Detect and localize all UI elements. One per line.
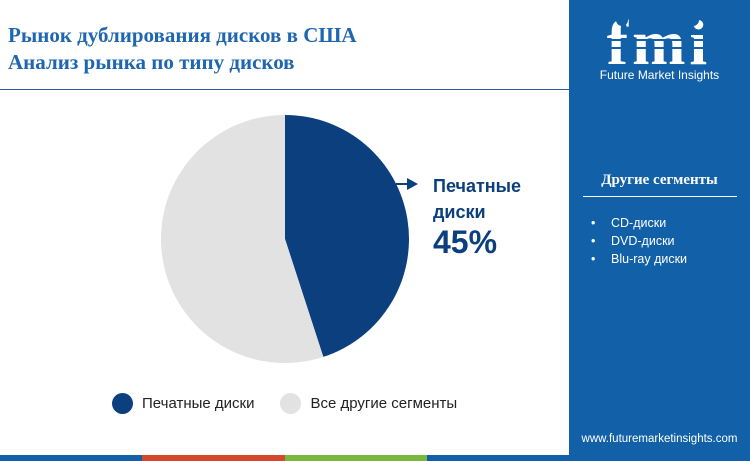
title-divider	[0, 89, 569, 90]
fmi-logo: fmi	[599, 7, 719, 78]
segment-list: CD-диски DVD-диски Blu-ray диски	[591, 214, 687, 268]
legend-swatch-other	[280, 393, 302, 414]
legend-label-printed: Печатные диски	[142, 395, 255, 412]
bottom-color-bar	[0, 455, 569, 461]
callout-arrow	[396, 178, 418, 190]
callout-percentage: 45%	[433, 224, 498, 260]
pie-slice-printed-discs	[285, 115, 409, 357]
bottom-bar-segment	[142, 455, 285, 461]
legend-item-printed: Печатные диски	[112, 393, 254, 414]
segment-item: Blu-ray диски	[591, 250, 687, 268]
globe-icon	[616, 14, 628, 26]
globe-icon	[653, 14, 665, 26]
globe-icon	[687, 14, 699, 26]
title-line-2: Анализ рынка по типу дисков	[8, 50, 295, 74]
legend: Печатные диски Все другие сегменты	[112, 393, 483, 414]
website-url: www.futuremarketinsights.com	[581, 433, 738, 445]
chart-title: Рынок дублирования дисков в США Анализ р…	[8, 22, 357, 76]
bottom-bar-segment	[284, 455, 427, 461]
legend-item-other: Все другие сегменты	[280, 393, 457, 414]
panel-divider	[583, 196, 737, 197]
segment-item: CD-диски	[591, 214, 687, 232]
logo-subtitle: Future Market Insights	[599, 68, 720, 82]
segment-item: DVD-диски	[591, 232, 687, 250]
bottom-bar-segment	[0, 455, 143, 461]
legend-label-other: Все другие сегменты	[310, 395, 458, 412]
bottom-bar-segment	[426, 455, 569, 461]
sidebar: fmi Future Market Insights Другие сегмен…	[569, 0, 750, 461]
other-segments-title: Другие сегменты	[601, 172, 718, 188]
pie-slice-other-segments	[160, 115, 324, 363]
pie-chart	[160, 115, 418, 363]
legend-swatch-printed	[112, 393, 133, 414]
title-line-1: Рынок дублирования дисков в США	[8, 23, 357, 47]
callout-label: Печатные диски	[433, 176, 522, 222]
